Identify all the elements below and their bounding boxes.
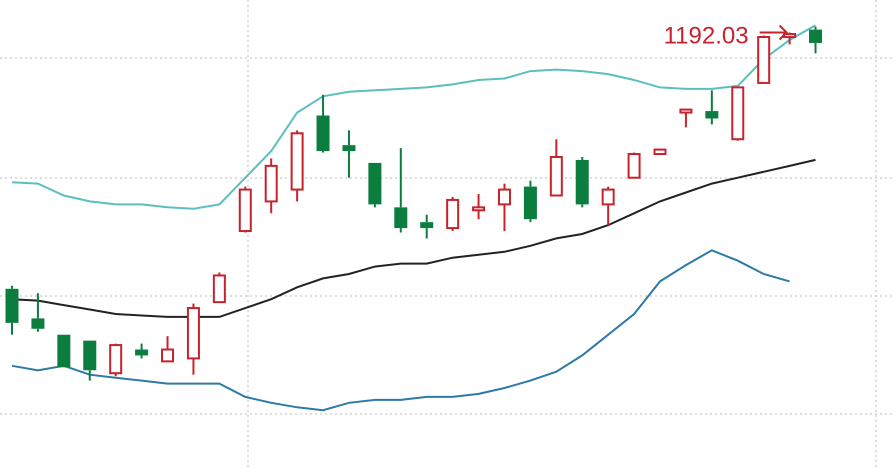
candle-body [5, 288, 19, 323]
candle-up [627, 152, 641, 179]
candle-body [135, 349, 149, 356]
candle-body [161, 348, 175, 363]
candle-body [627, 153, 641, 179]
candle-body [472, 206, 486, 212]
candle-body [601, 188, 615, 206]
candle-up [549, 139, 563, 197]
candle-up [653, 148, 667, 156]
candle-up [601, 186, 615, 226]
candle-down [342, 130, 356, 178]
candle-up [212, 272, 226, 304]
candle-body [731, 86, 745, 141]
candle-body [31, 318, 45, 329]
candle-body [757, 36, 771, 84]
candle-body [809, 29, 823, 43]
candle-body [83, 340, 97, 371]
candle-up [731, 86, 745, 141]
annotations: 1192.03 [664, 22, 789, 49]
candle-down [57, 334, 71, 368]
candle-body [342, 145, 356, 152]
candle-body [212, 274, 226, 304]
candle-up [679, 108, 693, 128]
peak-value-label: 1192.03 [664, 22, 749, 49]
candle-body [446, 198, 460, 230]
candle-up [161, 336, 175, 363]
candle-down [575, 156, 589, 208]
candle-body [290, 132, 304, 191]
candle-body [705, 111, 719, 119]
candle-body [523, 186, 537, 220]
candle-body [316, 115, 330, 152]
candle-down [420, 214, 434, 239]
candle-body [57, 334, 71, 368]
candle-down [83, 340, 97, 381]
candle-down [5, 285, 19, 335]
candle-body [186, 307, 200, 360]
candle-body [394, 207, 408, 229]
candle-up [757, 35, 771, 84]
candle-body [497, 188, 511, 206]
candle-down [135, 343, 149, 359]
candle-up [472, 194, 486, 220]
candles [5, 26, 823, 381]
candle-body [549, 155, 563, 197]
bollinger-bands [11, 24, 816, 412]
middle-band-line [11, 158, 816, 318]
candle-down [523, 180, 537, 223]
candle-down [31, 293, 45, 332]
candle-up [290, 130, 304, 202]
candle-body [575, 159, 589, 205]
annotation-arrow-head [778, 24, 789, 41]
candle-down [809, 26, 823, 54]
peak-annotation: 1192.03 [664, 22, 789, 49]
candle-up [238, 186, 252, 233]
candle-up [446, 196, 460, 232]
candle-body [679, 108, 693, 114]
candle-body [109, 344, 123, 375]
candle-down [368, 162, 382, 208]
candle-up [264, 158, 278, 214]
candle-body [264, 164, 278, 203]
candle-down [316, 94, 330, 153]
candle-up [186, 303, 200, 375]
candle-up [497, 183, 511, 232]
lower-band-line [11, 249, 790, 412]
candle-body [420, 222, 434, 229]
candle-up [109, 343, 123, 377]
upper-band-line [11, 24, 816, 210]
candle-body [368, 162, 382, 205]
candle-body [238, 188, 252, 233]
candle-down [705, 90, 719, 125]
candle-down [394, 148, 408, 233]
candle-body [653, 148, 667, 156]
